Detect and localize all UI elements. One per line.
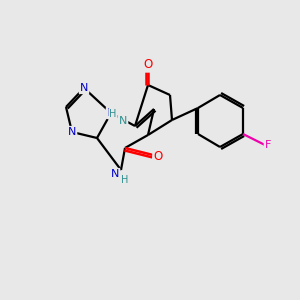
Text: F: F bbox=[265, 140, 271, 150]
Text: N: N bbox=[119, 116, 127, 126]
Text: N: N bbox=[68, 127, 76, 137]
Text: N: N bbox=[111, 169, 119, 179]
Text: N: N bbox=[107, 108, 115, 118]
Text: H: H bbox=[121, 175, 129, 185]
Text: O: O bbox=[143, 58, 153, 71]
Text: O: O bbox=[153, 151, 163, 164]
Text: H: H bbox=[109, 109, 117, 119]
Text: N: N bbox=[80, 83, 88, 93]
